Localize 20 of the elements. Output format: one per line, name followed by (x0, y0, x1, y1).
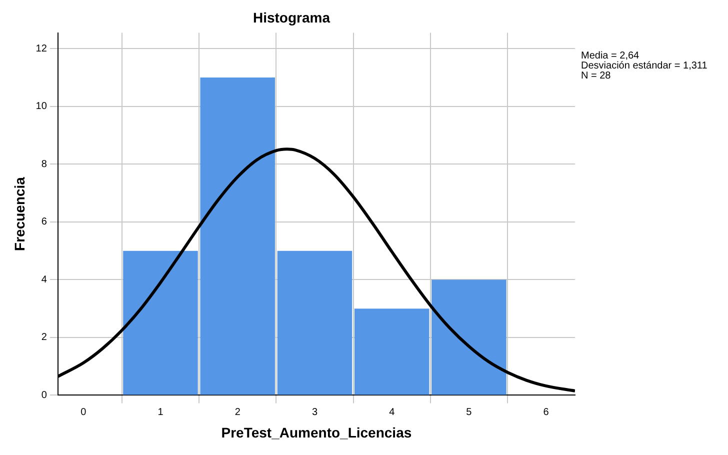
x-tick-label: 2 (234, 406, 241, 418)
x-tick-label: 0 (80, 406, 87, 418)
text: N = 28 (581, 70, 612, 82)
x-tick-label: 4 (389, 406, 396, 418)
x-tick-label: 5 (466, 406, 472, 418)
text: Media = 2,64 (581, 50, 640, 62)
y-tick-label: 4 (41, 274, 48, 286)
chart-title: Histograma (252, 9, 330, 26)
x-tick-label: 3 (312, 406, 318, 418)
x-axis-title: PreTest_Aumento_Licencias (221, 424, 412, 440)
y-axis-title: Frecuencia (11, 176, 28, 251)
y-tick-label: 0 (41, 390, 48, 401)
text: Desviación estándar = 1,311 (581, 60, 708, 72)
y-tick-label: 12 (36, 43, 48, 54)
y-tick-label: 10 (36, 101, 48, 112)
y-tick-label: 8 (41, 158, 48, 170)
x-tick-label: 1 (158, 406, 164, 418)
y-tick-label: 2 (41, 332, 48, 344)
x-tick-label: 6 (543, 406, 550, 418)
y-tick-label: 6 (41, 216, 48, 228)
